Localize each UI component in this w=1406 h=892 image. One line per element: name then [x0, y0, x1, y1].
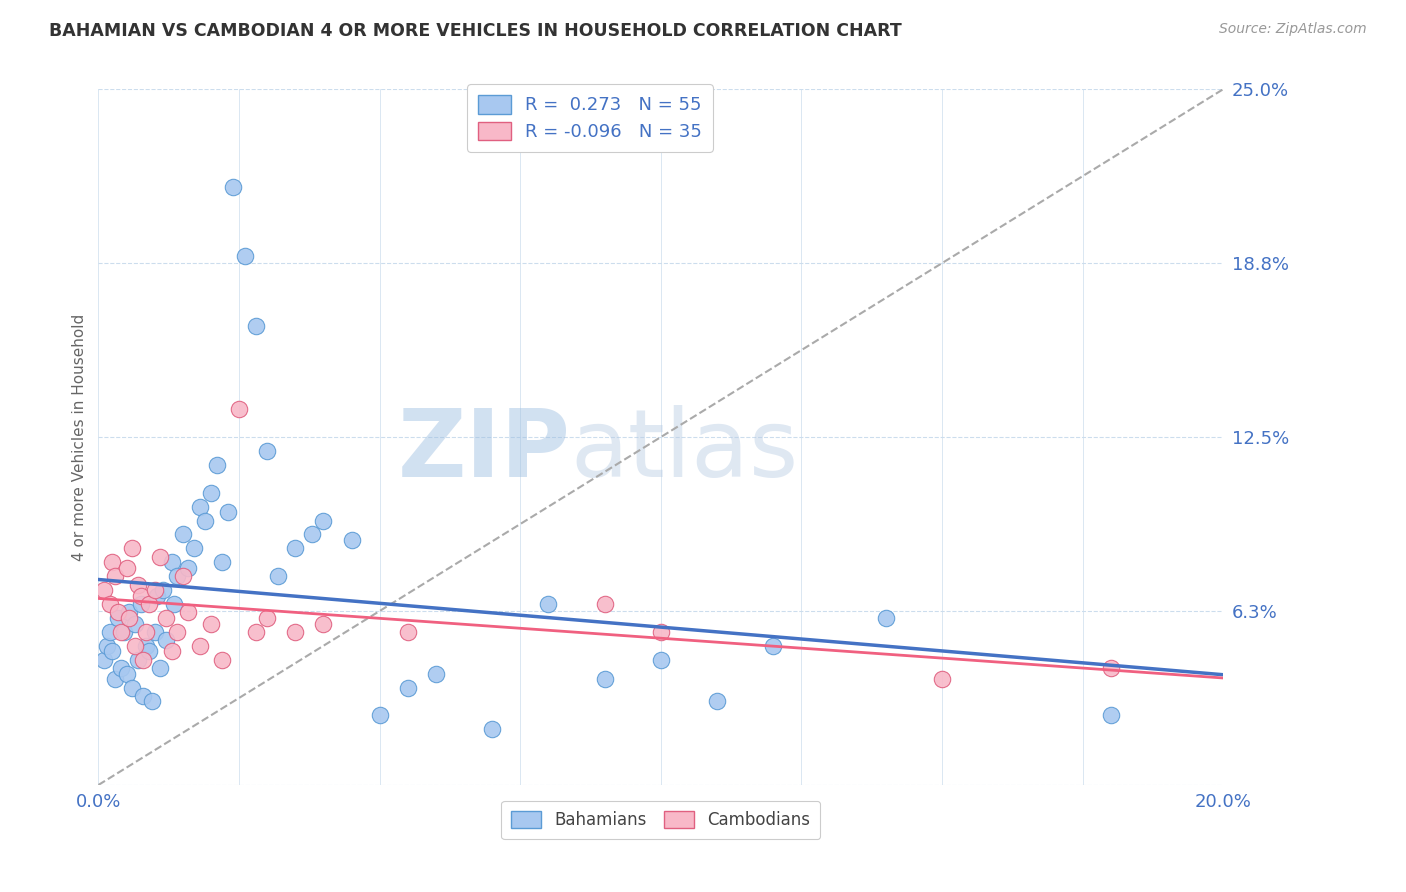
Point: [104, 569, 127, 583]
Point: [166, 569, 188, 583]
Point: [112, 624, 135, 639]
Point: [115, 561, 138, 575]
Point: [256, 611, 278, 625]
Point: [115, 666, 138, 681]
Point: [396, 624, 419, 639]
Text: Source: ZipAtlas.com: Source: ZipAtlas.com: [1219, 22, 1367, 37]
Point: [188, 500, 211, 514]
Point: [160, 644, 183, 658]
Point: [132, 653, 155, 667]
Point: [138, 597, 160, 611]
Point: [1099, 661, 1122, 675]
Point: [396, 681, 419, 695]
Point: [155, 633, 177, 648]
Point: [233, 249, 256, 263]
Point: [135, 624, 157, 639]
Point: [163, 597, 186, 611]
Point: [110, 624, 132, 639]
Point: [593, 597, 616, 611]
Point: [149, 661, 172, 675]
Point: [194, 514, 217, 528]
Point: [127, 577, 149, 591]
Point: [129, 597, 152, 611]
Point: [312, 514, 335, 528]
Point: [110, 661, 132, 675]
Point: [340, 533, 363, 547]
Point: [228, 402, 250, 417]
Point: [537, 597, 560, 611]
Point: [177, 606, 200, 620]
Point: [211, 555, 233, 569]
Point: [127, 653, 149, 667]
Point: [222, 179, 245, 194]
Point: [245, 318, 267, 333]
Point: [875, 611, 897, 625]
Point: [121, 541, 143, 556]
Point: [160, 555, 183, 569]
Point: [138, 644, 160, 658]
Text: ZIP: ZIP: [398, 405, 571, 497]
Point: [931, 672, 953, 686]
Point: [129, 589, 152, 603]
Point: [104, 672, 127, 686]
Point: [98, 597, 121, 611]
Point: [706, 694, 728, 708]
Point: [172, 527, 194, 541]
Point: [107, 606, 129, 620]
Point: [93, 653, 115, 667]
Point: [132, 689, 155, 703]
Point: [284, 541, 307, 556]
Point: [121, 681, 143, 695]
Point: [124, 639, 146, 653]
Point: [301, 527, 323, 541]
Point: [166, 624, 188, 639]
Point: [256, 444, 278, 458]
Point: [93, 583, 115, 598]
Point: [188, 639, 211, 653]
Y-axis label: 4 or more Vehicles in Household: 4 or more Vehicles in Household: [72, 313, 87, 561]
Point: [425, 666, 447, 681]
Point: [312, 616, 335, 631]
Point: [146, 589, 169, 603]
Point: [141, 694, 163, 708]
Point: [98, 624, 121, 639]
Point: [481, 723, 503, 737]
Point: [762, 639, 785, 653]
Point: [155, 611, 177, 625]
Point: [211, 653, 233, 667]
Point: [107, 611, 129, 625]
Text: atlas: atlas: [571, 405, 799, 497]
Point: [152, 583, 174, 598]
Point: [245, 624, 267, 639]
Point: [118, 611, 141, 625]
Point: [124, 616, 146, 631]
Point: [267, 569, 290, 583]
Point: [143, 624, 166, 639]
Point: [149, 549, 172, 564]
Point: [172, 569, 194, 583]
Point: [593, 672, 616, 686]
Point: [200, 616, 222, 631]
Point: [1099, 708, 1122, 723]
Point: [284, 624, 307, 639]
Text: BAHAMIAN VS CAMBODIAN 4 OR MORE VEHICLES IN HOUSEHOLD CORRELATION CHART: BAHAMIAN VS CAMBODIAN 4 OR MORE VEHICLES…: [49, 22, 903, 40]
Point: [650, 624, 672, 639]
Point: [101, 555, 124, 569]
Point: [177, 561, 200, 575]
Point: [205, 458, 228, 472]
Point: [143, 583, 166, 598]
Point: [200, 485, 222, 500]
Point: [650, 653, 672, 667]
Point: [96, 639, 118, 653]
Point: [368, 708, 391, 723]
Point: [101, 644, 124, 658]
Legend: Bahamians, Cambodians: Bahamians, Cambodians: [502, 801, 820, 839]
Point: [217, 505, 239, 519]
Point: [183, 541, 205, 556]
Point: [118, 606, 141, 620]
Point: [135, 639, 157, 653]
